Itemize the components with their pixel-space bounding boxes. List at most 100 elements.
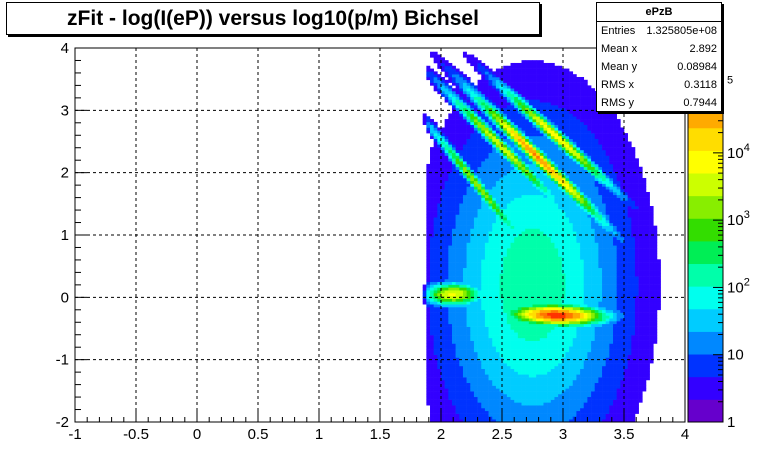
heatmap-cell	[437, 393, 442, 398]
heatmap-cell	[525, 65, 530, 69]
heatmap-cell	[521, 231, 526, 235]
heatmap-cell	[525, 141, 530, 145]
heatmap-cell	[451, 183, 456, 187]
heatmap-cell	[437, 332, 442, 336]
heatmap-cell	[481, 110, 486, 114]
heatmap-cell	[484, 74, 489, 78]
heatmap-cell	[517, 292, 522, 297]
heatmap-cell	[437, 236, 442, 240]
heatmap-cell	[565, 354, 570, 358]
heatmap-cell	[477, 413, 482, 417]
heatmap-cell	[565, 278, 570, 283]
heatmap-cell	[455, 161, 460, 165]
heatmap-cell	[569, 377, 574, 381]
heatmap-cell	[451, 189, 456, 193]
heatmap-cell	[550, 135, 555, 139]
heatmap-cell	[448, 88, 453, 92]
heatmap-cell	[517, 62, 522, 67]
heatmap-cell	[492, 399, 497, 403]
heatmap-cell	[462, 113, 467, 117]
heatmap-cell	[488, 105, 493, 109]
heatmap-cell	[451, 273, 456, 277]
heatmap-cell	[433, 76, 438, 81]
heatmap-cell	[448, 363, 453, 367]
heatmap-cell	[437, 186, 442, 190]
heatmap-cell	[565, 121, 570, 125]
heatmap-cell	[484, 329, 489, 333]
heatmap-cell	[558, 166, 563, 170]
heatmap-cell	[430, 130, 434, 134]
heatmap-cell	[426, 253, 431, 257]
heatmap-cell	[455, 110, 460, 114]
heatmap-cell	[437, 259, 442, 263]
heatmap-cell	[492, 105, 497, 109]
heatmap-cell	[503, 155, 508, 159]
heatmap-cell	[441, 214, 445, 218]
heatmap-cell	[499, 211, 504, 215]
heatmap-cell	[547, 377, 552, 381]
heatmap-cell	[488, 206, 493, 210]
heatmap-cell	[426, 368, 431, 372]
heatmap-cell	[543, 239, 548, 243]
heatmap-cell	[488, 363, 493, 367]
heatmap-cell	[492, 124, 497, 128]
heatmap-cell	[521, 290, 526, 294]
heatmap-cell	[492, 360, 497, 364]
heatmap-cell	[437, 135, 442, 139]
heatmap-cell	[433, 138, 438, 142]
heatmap-cell	[543, 200, 548, 204]
heatmap-cell	[550, 253, 555, 257]
heatmap-cell	[455, 116, 460, 120]
heatmap-cell	[444, 133, 449, 137]
heatmap-cell	[430, 228, 434, 232]
heatmap-cell	[444, 385, 449, 389]
heatmap-cell	[444, 127, 449, 131]
heatmap-cell	[547, 186, 552, 190]
heatmap-cell	[561, 264, 566, 269]
heatmap-cell	[477, 371, 482, 375]
heatmap-cell	[510, 175, 515, 179]
heatmap-cell	[433, 290, 438, 294]
heatmap-cell	[525, 172, 530, 176]
heatmap-cell	[554, 335, 559, 339]
heatmap-cell	[481, 405, 486, 409]
heatmap-cell	[455, 292, 460, 297]
heatmap-cell	[477, 388, 482, 392]
heatmap-cell	[451, 65, 456, 69]
heatmap-cell	[430, 191, 434, 196]
heatmap-cell	[444, 239, 449, 243]
heatmap-cell	[477, 245, 482, 249]
heatmap-cell	[441, 138, 445, 142]
heatmap-cell	[433, 413, 438, 417]
heatmap-cell	[528, 79, 533, 83]
heatmap-cell	[441, 68, 445, 72]
heatmap-cell	[433, 321, 438, 325]
heatmap-cell	[462, 175, 467, 179]
heatmap-cell	[561, 124, 566, 128]
heatmap-cell	[550, 91, 555, 95]
heatmap-cell	[517, 121, 522, 125]
heatmap-cell	[532, 360, 537, 364]
heatmap-cell	[488, 135, 493, 139]
heatmap-cell	[451, 346, 456, 350]
heatmap-cell	[561, 194, 566, 198]
heatmap-cell	[448, 284, 453, 288]
heatmap-cell	[539, 74, 544, 78]
heatmap-cell	[433, 214, 438, 218]
heatmap-cell	[481, 147, 486, 151]
heatmap-cell	[565, 281, 570, 285]
heatmap-cell	[536, 189, 541, 193]
heatmap-cell	[444, 290, 449, 294]
heatmap-cell	[455, 113, 460, 117]
heatmap-cell	[536, 298, 541, 302]
heatmap-cell	[510, 343, 515, 347]
heatmap-cell	[536, 393, 541, 398]
heatmap-cell	[492, 402, 497, 406]
heatmap-cell	[532, 149, 537, 154]
heatmap-cell	[539, 121, 544, 125]
heatmap-cell	[521, 349, 526, 353]
heatmap-cell	[561, 298, 566, 302]
heatmap-cell	[561, 346, 566, 350]
heatmap-cell	[492, 374, 497, 378]
heatmap-cell	[554, 363, 559, 367]
